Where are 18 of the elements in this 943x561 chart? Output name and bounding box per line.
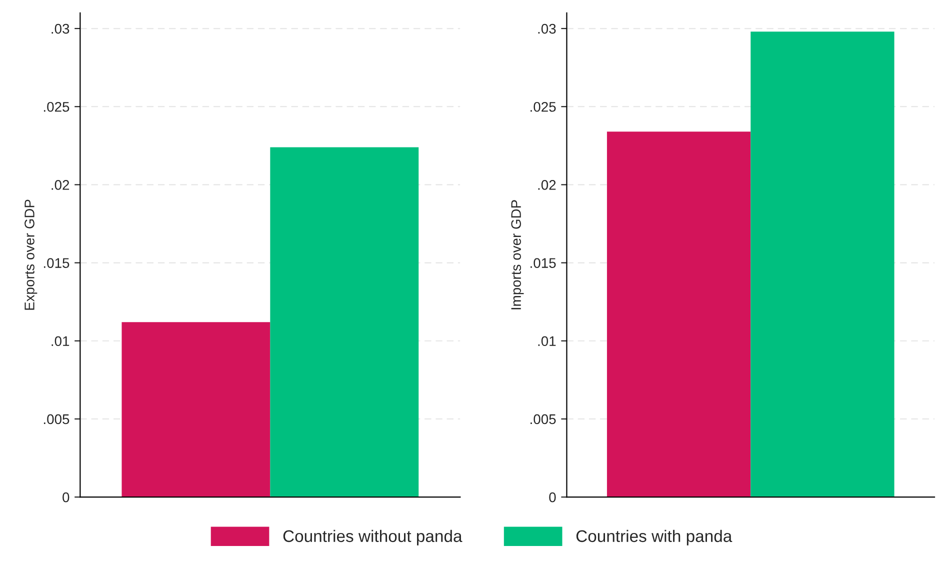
y-tick-label: 0 [62,492,70,502]
y-axis-title: Exports over GDP [24,200,38,310]
y-axis-title: Imports over GDP [511,200,524,310]
y-tick-label: .03 [52,24,70,34]
y-tick-label: .01 [538,336,556,346]
y-tick-label: .03 [538,24,556,34]
legend-label: Countries with panda [576,530,732,546]
y-tick-label: .015 [44,258,70,268]
y-tick-label: .025 [44,102,70,112]
y-tick-label: 0 [549,492,556,502]
y-tick-label: .02 [52,180,70,190]
legend-label: Countries without panda [283,530,462,546]
y-tick-label: .015 [530,258,556,268]
y-tick-label: .025 [530,102,556,112]
y-tick-label: .005 [530,414,556,424]
y-tick-label: .01 [52,336,70,346]
y-tick-label: .02 [538,180,556,190]
y-tick-label: .005 [44,414,70,424]
